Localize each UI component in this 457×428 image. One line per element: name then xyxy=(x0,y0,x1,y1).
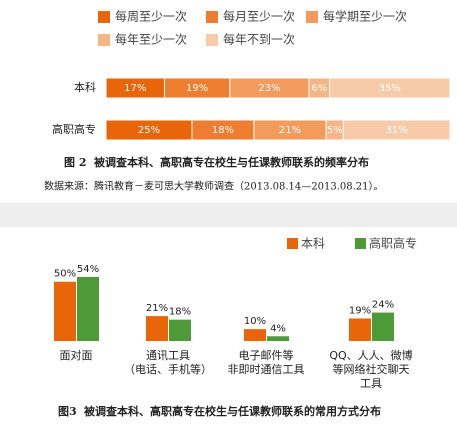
legend-label: 高职高专 xyxy=(369,236,417,251)
legend-swatch xyxy=(206,34,218,46)
figure-title: 被调查本科、高职高专在校生与任课教师联系的频率分布 xyxy=(94,155,369,169)
data-label: 24% xyxy=(372,300,394,311)
data-label: 5% xyxy=(327,125,343,136)
legend-label: 每周至少一次 xyxy=(115,9,187,24)
category-label: 电子邮件等 xyxy=(239,348,294,362)
data-label: 50% xyxy=(54,269,76,280)
legend-label: 每年不到一次 xyxy=(223,32,295,47)
data-label: 25% xyxy=(138,125,160,136)
bar xyxy=(77,277,99,341)
data-label: 23% xyxy=(258,83,280,94)
data-label: 18% xyxy=(169,307,191,318)
data-label: 54% xyxy=(77,264,99,275)
category-label: （电话、手机等） xyxy=(124,362,212,376)
bar xyxy=(54,281,76,341)
data-label: 10% xyxy=(244,316,266,327)
legend-label: 每年至少一次 xyxy=(115,32,187,47)
bar-segment xyxy=(329,77,451,99)
category-label: 等网络社交聊天 xyxy=(333,362,410,376)
legend-swatch xyxy=(206,11,218,23)
data-label: 21% xyxy=(146,303,168,314)
data-label: 19% xyxy=(186,83,208,94)
category-label: 面对面 xyxy=(60,348,93,362)
data-label: 4% xyxy=(270,323,286,334)
legend-swatch xyxy=(287,238,298,249)
bar xyxy=(169,319,191,341)
data-label: 19% xyxy=(349,305,371,316)
category-label: QQ、人人、微博 xyxy=(329,348,412,362)
figure-title: 被调查本科、高职高专在校生与任课教师联系的常用方式分布 xyxy=(84,404,381,418)
separator xyxy=(0,203,457,227)
category-label: 工具 xyxy=(360,377,382,390)
bar xyxy=(244,329,266,341)
category-label: 通讯工具 xyxy=(146,349,190,362)
bar-segment xyxy=(342,119,451,141)
bar xyxy=(349,318,371,341)
source: 数据来源：腾讯教育－麦可思大学教师调查（2013.08.14—2013.08.2… xyxy=(44,180,384,193)
bar xyxy=(267,336,289,341)
data-label: 31% xyxy=(386,125,408,136)
category-label: 非即时通信工具 xyxy=(228,363,305,376)
legend-swatch xyxy=(355,238,366,249)
legend-swatch xyxy=(98,34,110,46)
bar xyxy=(146,316,168,341)
category-label: 高职高专 xyxy=(52,122,96,136)
figure-number: 图 2 xyxy=(64,156,86,169)
bar xyxy=(372,312,394,341)
data-label: 35% xyxy=(379,83,401,94)
legend-swatch xyxy=(98,11,110,23)
figure-number: 图3 xyxy=(58,405,77,418)
data-label: 18% xyxy=(212,125,234,136)
legend-swatch xyxy=(306,11,318,23)
legend-label: 本科 xyxy=(301,237,325,251)
data-label: 6% xyxy=(311,83,327,94)
legend-label: 每月至少一次 xyxy=(223,9,295,24)
category-label: 本科 xyxy=(74,80,96,94)
data-label: 17% xyxy=(124,83,146,94)
legend-label: 每学期至少一次 xyxy=(323,9,407,24)
data-label: 21% xyxy=(279,125,301,136)
